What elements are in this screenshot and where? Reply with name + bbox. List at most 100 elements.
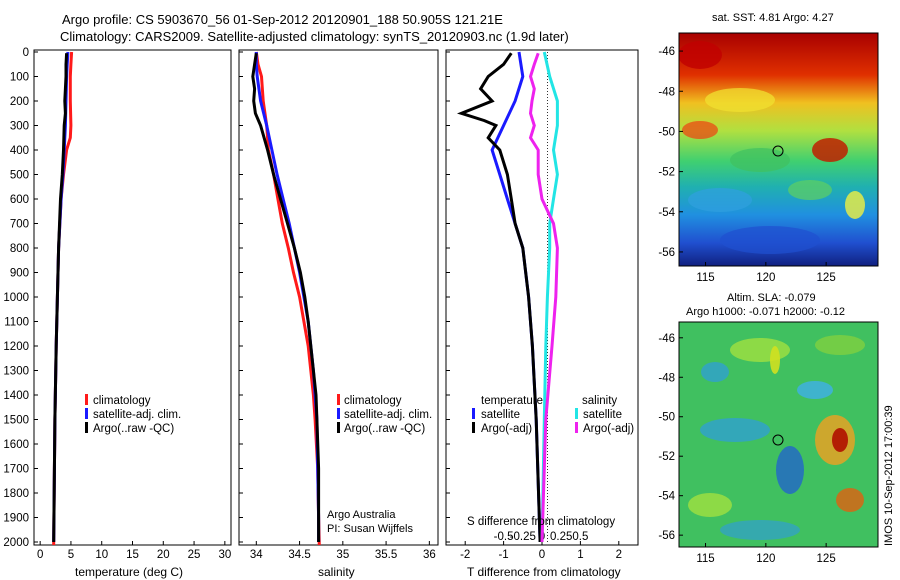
- legend-label-t-satellite: satellite: [481, 409, 520, 421]
- map-x-tick-label: 125: [817, 553, 836, 565]
- sst-map-title: sat. SST: 4.81 Argo: 4.27: [712, 12, 834, 24]
- difference-legend: temperature salinity satellite Argo(-adj…: [472, 395, 634, 435]
- depth-tick-label: 0: [23, 47, 29, 59]
- sst-map-frame: [678, 32, 879, 267]
- difference-x-axis: -2 -1 0 1 2-0.5-0.25 0 0.25 0.5: [460, 531, 622, 561]
- legend-label-satellite-adj: satellite-adj. clim.: [344, 409, 432, 421]
- temperature-x-axis: 0 5 10 15 20 25 30: [37, 541, 231, 561]
- sla-patch: [700, 418, 770, 442]
- x-tick-label: 34.5: [288, 549, 310, 561]
- pi-note: PI: Susan Wijffels: [327, 523, 413, 535]
- sla-patch: [832, 428, 848, 452]
- sla-map-axes: -46 -48 -50 -52 -54 -56 115 120 125: [658, 333, 835, 565]
- depth-tick-label: 900: [10, 268, 29, 280]
- map-y-tick-label: -48: [658, 86, 675, 98]
- map-y-tick-label: -56: [658, 247, 675, 259]
- legend-swatch-s-argo: [575, 422, 578, 433]
- map-y-tick-label: -48: [658, 372, 675, 384]
- x-tick-label: 35: [336, 549, 349, 561]
- legend-label-climatology: climatology: [344, 395, 402, 407]
- sla-patch: [730, 338, 790, 362]
- legend-label-s-satellite: satellite: [583, 409, 622, 421]
- x-tick-label: 0: [37, 549, 43, 561]
- legend-title-salinity: salinity: [582, 395, 617, 407]
- map-y-tick-label: -54: [658, 207, 675, 219]
- legend-label-satellite-adj: satellite-adj. clim.: [93, 409, 181, 421]
- sst-patch: [730, 148, 790, 172]
- imos-credit: IMOS 10-Sep-2012 17:00:39: [883, 405, 895, 546]
- legend-label-t-argo: Argo(-adj): [481, 423, 532, 435]
- sst-patch: [812, 138, 848, 162]
- map-x-tick-label: 115: [696, 272, 714, 284]
- x-tick-label-s: 0.5: [572, 531, 588, 543]
- salinity-series: [251, 51, 321, 545]
- legend-label-climatology: climatology: [93, 395, 151, 407]
- map-y-tick-label: -46: [658, 46, 675, 58]
- x-tick-label: 20: [157, 549, 170, 561]
- sst-patch: [845, 191, 865, 219]
- x-tick-label: 10: [95, 549, 108, 561]
- depth-tick-label: 1700: [3, 464, 29, 476]
- difference-top-label: S difference from climatology: [467, 516, 615, 528]
- x-tick-label: 15: [126, 549, 139, 561]
- sst-patch: [705, 88, 775, 112]
- legend-swatch-satellite-adj: [85, 408, 88, 419]
- salinity-xlabel: salinity: [318, 565, 355, 579]
- x-tick-label: -1: [498, 549, 508, 561]
- sla-map-title-line1: Altim. SLA: -0.079: [727, 292, 816, 304]
- temperature-xlabel: temperature (deg C): [75, 565, 183, 579]
- x-tick-label: 1: [577, 549, 583, 561]
- legend-label-argo: Argo(..raw -QC): [93, 423, 174, 435]
- depth-tick-label: 300: [10, 121, 29, 133]
- sla-patch: [776, 446, 804, 494]
- depth-tick-label: 200: [10, 96, 29, 108]
- sla-map-frame: [678, 321, 879, 548]
- x-tick-label: 36: [423, 549, 436, 561]
- difference-xlabel: T difference from climatology: [467, 565, 621, 579]
- x-tick-label-s: -0.25: [510, 531, 536, 543]
- x-tick-label: 30: [218, 549, 231, 561]
- sst-patch: [679, 41, 722, 69]
- figure-title-line2: Climatology: CARS2009. Satellite-adjuste…: [60, 29, 569, 44]
- sla-map: [679, 322, 878, 547]
- depth-tick-label: 1200: [3, 341, 29, 353]
- x-tick-label-s: 0.25: [550, 531, 572, 543]
- x-tick-label: 2: [616, 549, 622, 561]
- map-y-tick-label: -56: [658, 530, 675, 542]
- depth-tick-label: 400: [10, 145, 29, 157]
- map-y-tick-label: -54: [658, 491, 675, 503]
- depth-tick-label: 1100: [4, 317, 29, 329]
- map-x-tick-label: 115: [696, 553, 714, 565]
- x-tick-label: 0: [539, 549, 545, 561]
- depth-tick-label: 700: [10, 219, 29, 231]
- sst-map-axes: -46 -48 -50 -52 -54 -56 115 120 125: [658, 46, 835, 284]
- sst-patch: [688, 188, 752, 212]
- argo-australia-note: Argo Australia: [327, 509, 396, 521]
- legend-title-temperature: temperature: [481, 395, 543, 407]
- difference-series: [456, 51, 559, 543]
- legend-label-argo: Argo(..raw -QC): [344, 423, 425, 435]
- series-line-black: [52, 53, 69, 543]
- series-line-black: [456, 52, 542, 543]
- depth-tick-label: 1000: [3, 292, 29, 304]
- series-line-red: [254, 51, 321, 545]
- argo-location-marker: [772, 434, 784, 446]
- depth-tick-label: 2000: [3, 537, 29, 549]
- depth-tick-label: 1800: [3, 488, 29, 500]
- map-y-tick-label: -52: [658, 451, 675, 463]
- sla-patch: [836, 488, 864, 512]
- x-tick-label-s: -0.5: [494, 531, 514, 543]
- map-y-tick-label: -52: [658, 167, 675, 179]
- series-line-magenta: [528, 52, 559, 543]
- legend-swatch-t-satellite: [472, 408, 475, 419]
- sst-patch: [682, 121, 718, 139]
- salinity-x-axis: 34 34.5 35 35.5 36: [250, 541, 436, 561]
- depth-tick-label: 1300: [3, 366, 29, 378]
- map-y-tick-label: -46: [658, 333, 675, 345]
- legend-swatch-t-argo: [472, 422, 475, 433]
- legend-swatch-climatology: [337, 394, 340, 405]
- sla-map-title-line2: Argo h1000: -0.071 h2000: -0.12: [686, 306, 846, 318]
- sla-patch: [797, 381, 833, 399]
- series-line-black: [251, 52, 321, 542]
